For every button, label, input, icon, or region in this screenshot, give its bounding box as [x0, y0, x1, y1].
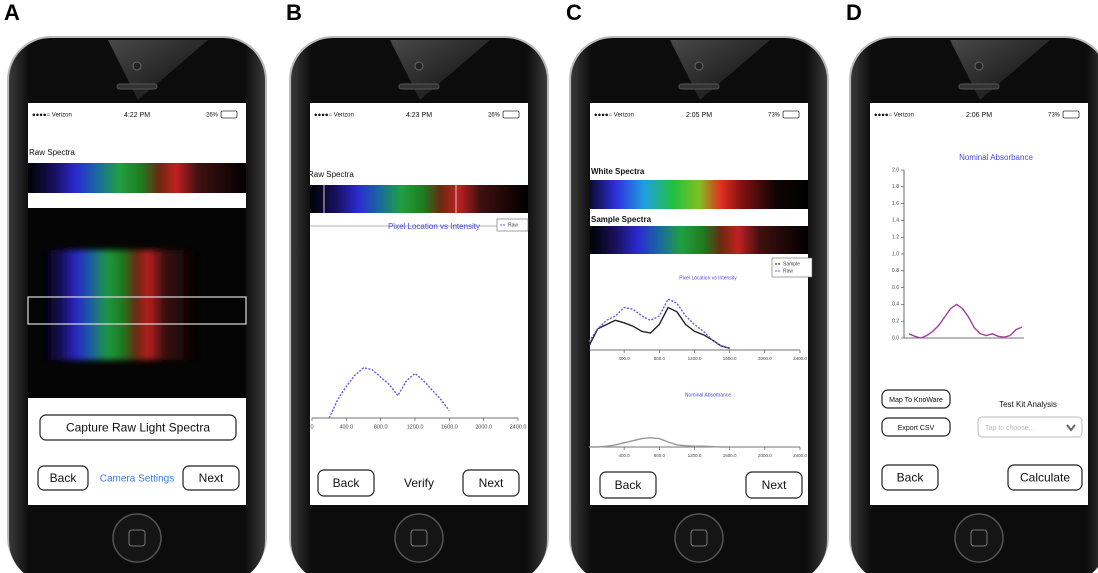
status-time: 2:05 PM: [686, 112, 712, 119]
y-tick-label: 0.2: [892, 319, 899, 325]
back-button[interactable]: Back: [50, 471, 78, 485]
x-tick-label: 1600.0: [441, 424, 458, 430]
x-tick-label: 2000.0: [758, 356, 772, 361]
x-tick-label: 400.0: [339, 424, 353, 430]
x-tick-label: 2400.0: [510, 424, 527, 430]
x-tick-label: 800.0: [654, 453, 666, 458]
next-button[interactable]: Next: [479, 476, 504, 490]
y-tick-label: 0.8: [892, 268, 899, 274]
export-button[interactable]: Export CSV: [898, 425, 935, 432]
y-tick-label: 1.2: [892, 235, 899, 241]
panel-label: A: [4, 0, 20, 25]
test-kit-title: Test Kit Analysis: [999, 400, 1057, 409]
home-button: [395, 514, 443, 562]
home-button: [955, 514, 1003, 562]
speaker: [399, 84, 439, 89]
sample-strip: [590, 226, 808, 254]
panel-label: C: [566, 0, 582, 25]
speaker: [117, 84, 157, 89]
y-tick-label: 1.4: [892, 218, 899, 224]
status-time: 4:22 PM: [124, 112, 150, 119]
camera: [975, 62, 983, 70]
next-button[interactable]: Next: [199, 471, 224, 485]
status-carrier: ●●●●○ Verizon: [32, 113, 72, 119]
y-tick-label: 0.6: [892, 285, 899, 291]
camera: [415, 62, 423, 70]
status-carrier: ●●●●○ Verizon: [594, 113, 634, 119]
home-button: [675, 514, 723, 562]
x-tick-label: 1200.0: [407, 424, 424, 430]
status-time: 2:06 PM: [966, 112, 992, 119]
y-tick-label: 2.0: [892, 167, 899, 173]
settings-link[interactable]: Camera Settings: [100, 474, 174, 485]
figure: A ●●●●○ Verizon 4:22 PM 26% B ●●●●○ Verizon 4:…: [0, 0, 1098, 573]
x-tick-label: 1600.0: [723, 453, 737, 458]
x-tick-label: 1200.0: [688, 453, 702, 458]
y-tick-label: 1.0: [892, 251, 899, 257]
screen: [590, 103, 808, 505]
map-button[interactable]: Map To KnoWare: [889, 397, 943, 404]
chart-title: Nominal Absorbance: [959, 153, 1033, 162]
x-tick-label: 2000.0: [758, 453, 772, 458]
white-strip: [590, 180, 808, 209]
spectrum-strip: [28, 163, 246, 193]
x-tick-label: 400.0: [619, 453, 631, 458]
speaker: [679, 84, 719, 89]
y-tick-label: 1.6: [892, 201, 899, 207]
x-tick-label: 2400.0: [793, 356, 807, 361]
spectra-title: Raw Spectra: [308, 170, 354, 179]
camera-spectrum: [43, 250, 198, 360]
legend-label: Raw: [783, 268, 793, 274]
spectra-title: White Spectra: [591, 167, 645, 176]
spectrum-strip: [310, 185, 528, 213]
x-tick-label: 2400.0: [793, 453, 807, 458]
home-button: [113, 514, 161, 562]
status-carrier: ●●●●○ Verizon: [874, 113, 914, 119]
capture-button[interactable]: Capture Raw Light Spectra: [66, 421, 210, 435]
chart-title: Nominal Absorbance: [685, 392, 731, 398]
camera-blob: [43, 250, 198, 360]
screen: [870, 103, 1088, 505]
x-tick-label: 0: [310, 424, 313, 430]
x-tick-label: 1600.0: [723, 356, 737, 361]
camera: [695, 62, 703, 70]
status-battery: 73%: [768, 113, 781, 119]
spectra-title: Raw Spectra: [29, 148, 75, 157]
status-battery: 73%: [1048, 113, 1061, 119]
speaker: [959, 84, 999, 89]
screen: [310, 103, 528, 505]
x-tick-label: 2000.0: [475, 424, 492, 430]
page: { "panel_a": {"label": "A", "status": {"…: [0, 0, 1098, 573]
x-tick-label: 1200.0: [688, 356, 702, 361]
calculate-button[interactable]: Calculate: [1020, 471, 1070, 485]
back-button[interactable]: Back: [615, 478, 643, 492]
chart-title: Pixel Location vs Intensity: [388, 222, 480, 231]
chart-title: Pixel Location vs Intensity: [679, 275, 737, 281]
verify-text: Verify: [404, 476, 434, 490]
next-button[interactable]: Next: [762, 478, 787, 492]
status-carrier: ●●●●○ Verizon: [314, 113, 354, 119]
status-time: 4:23 PM: [406, 112, 432, 119]
status-battery: 26%: [488, 113, 501, 119]
x-tick-label: 800.0: [374, 424, 388, 430]
back-button[interactable]: Back: [897, 471, 925, 485]
dropdown-placeholder: Tap to choose...: [985, 425, 1034, 432]
y-tick-label: 1.8: [892, 184, 899, 190]
panel-label: D: [846, 0, 862, 25]
legend-label: Raw: [508, 222, 518, 228]
camera: [133, 62, 141, 70]
y-tick-label: 0.4: [892, 302, 899, 308]
legend-label: Sample: [783, 261, 800, 267]
status-battery: 26%: [206, 113, 219, 119]
spectra-title: Sample Spectra: [591, 215, 652, 224]
x-tick-label: 400.0: [619, 356, 631, 361]
panel-label: B: [286, 0, 302, 25]
back-button[interactable]: Back: [333, 476, 361, 490]
x-tick-label: 800.0: [654, 356, 666, 361]
y-tick-label: 0.0: [892, 335, 899, 341]
